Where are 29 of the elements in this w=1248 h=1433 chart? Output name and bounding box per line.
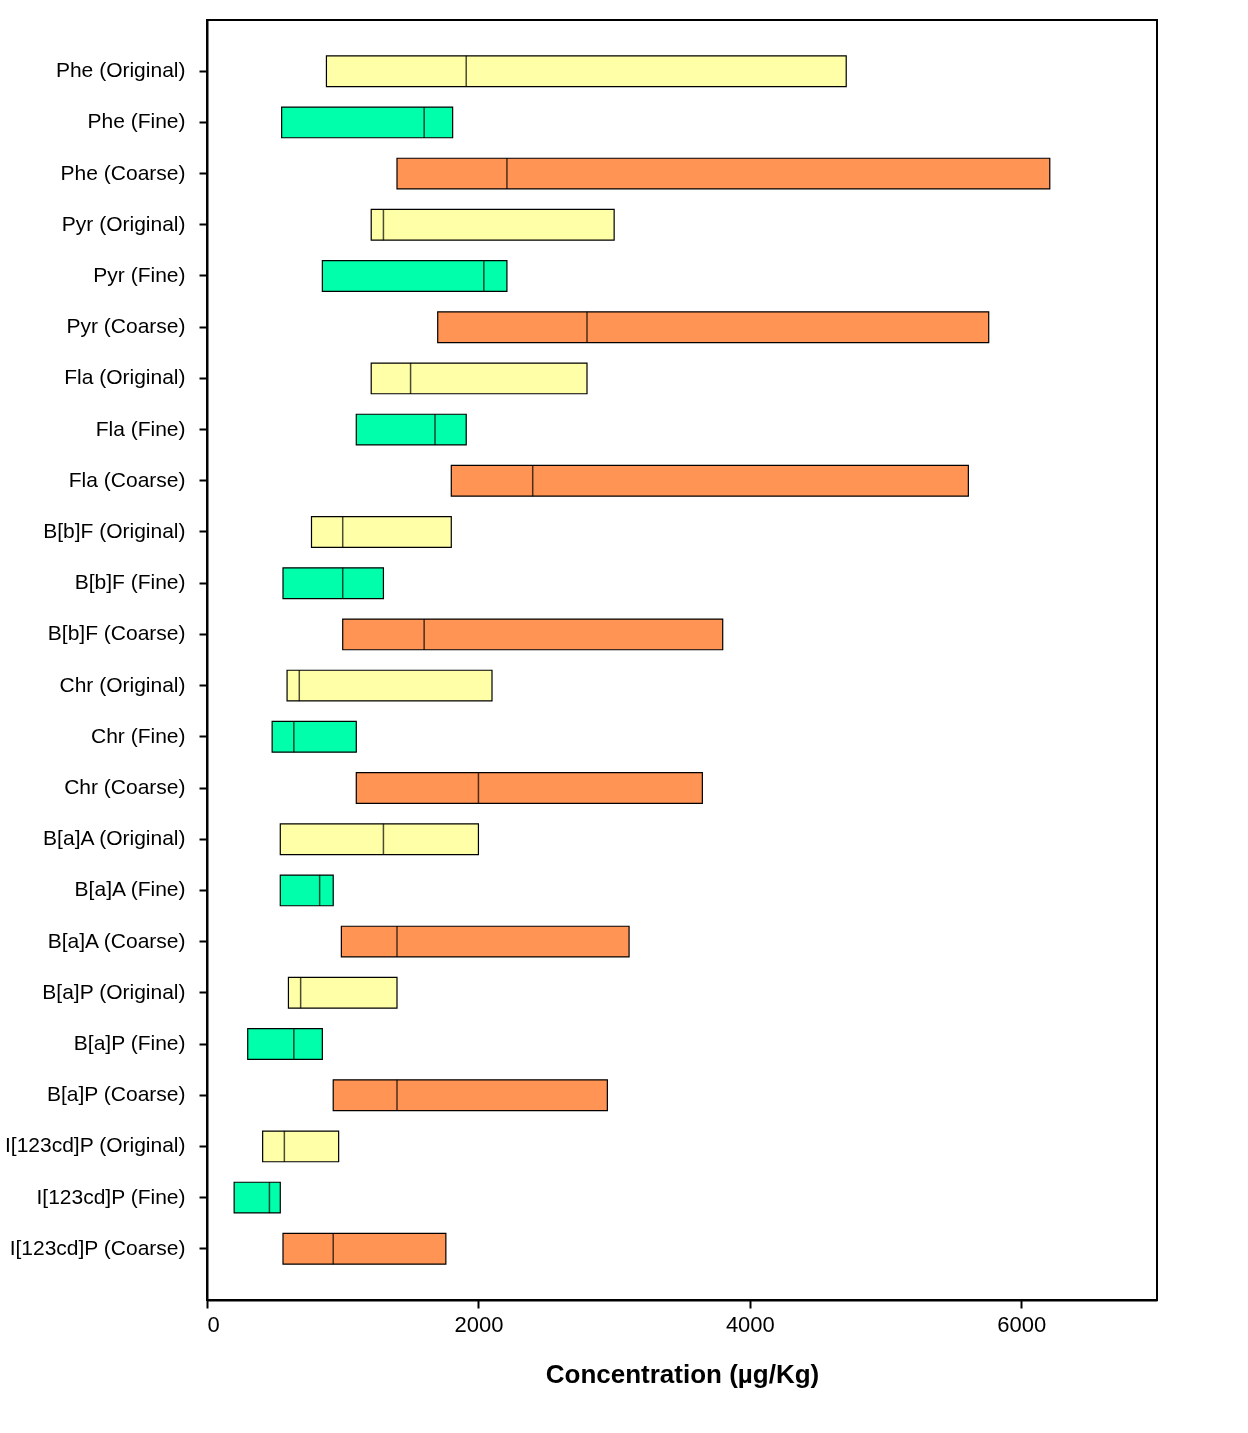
- y-tick-label: I[123cd]P (Fine): [36, 1184, 186, 1208]
- y-tick-label: B[b]F (Coarse): [47, 621, 186, 645]
- y-tick-label: Phe (Coarse): [60, 160, 186, 184]
- y-tick-label: Chr (Original): [59, 672, 186, 696]
- y-tick-label: I[123cd]P (Coarse): [9, 1235, 186, 1259]
- y-tick-label: Fla (Coarse): [68, 467, 186, 491]
- y-tick-label: Phe (Fine): [87, 109, 186, 133]
- y-tick-label: B[a]A (Fine): [74, 877, 186, 901]
- y-tick-label: B[b]F (Fine): [74, 570, 186, 594]
- y-tick-label: B[a]P (Original): [42, 979, 186, 1003]
- x-tick-label: 4000: [725, 1311, 775, 1337]
- y-tick-label: B[a]A (Original): [43, 826, 186, 850]
- y-tick-label: B[b]F (Original): [43, 519, 186, 542]
- y-tick-label: B[a]P (Fine): [73, 1031, 186, 1054]
- x-tick-label: 0: [207, 1311, 220, 1337]
- y-tick-label: Fla (Original): [64, 365, 186, 389]
- x-tick-label: 6000: [997, 1311, 1047, 1337]
- y-tick-label: B[a]A (Coarse): [47, 928, 186, 952]
- y-tick-label: Chr (Coarse): [64, 775, 186, 798]
- y-tick-label: B[a]P (Coarse): [47, 1082, 186, 1106]
- y-tick-label: Pyr (Coarse): [66, 314, 186, 338]
- y-tick-label: Chr (Fine): [90, 723, 186, 747]
- x-axis-title: Concentration (µg/Kg): [545, 1358, 820, 1389]
- y-tick-label: Pyr (Fine): [93, 263, 186, 286]
- y-tick-label: Phe (Original): [55, 58, 186, 82]
- y-tick-label: Fla (Fine): [95, 416, 186, 440]
- x-tick-label: 2000: [454, 1311, 504, 1337]
- y-tick-label: I[123cd]P (Original): [4, 1133, 186, 1157]
- y-tick-label: Pyr (Original): [61, 211, 186, 235]
